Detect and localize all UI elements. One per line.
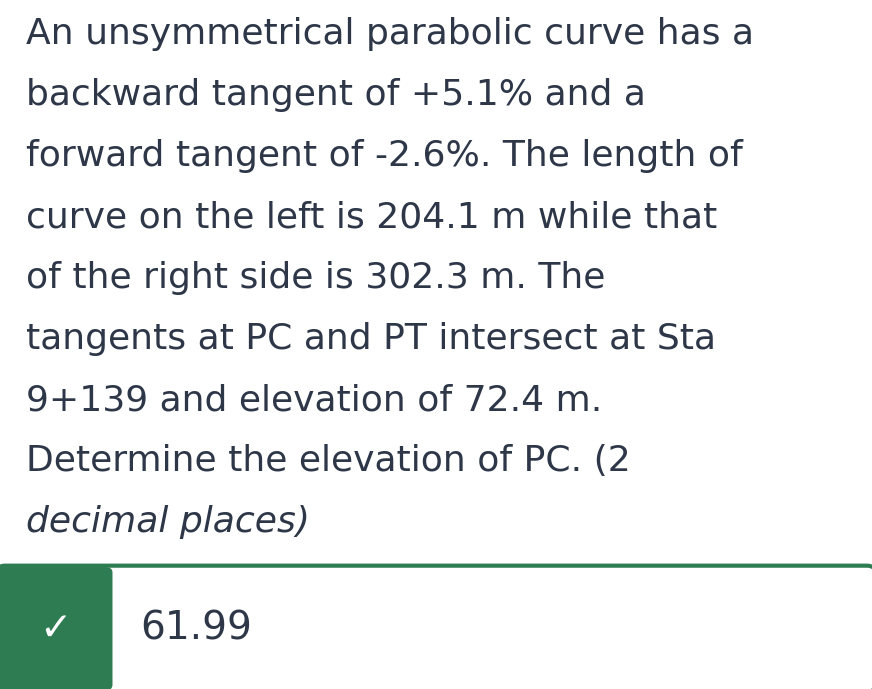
Text: of the right side is 302.3 m. The: of the right side is 302.3 m. The (26, 261, 605, 295)
Text: forward tangent of -2.6%. The length of: forward tangent of -2.6%. The length of (26, 139, 743, 173)
Text: ✓: ✓ (39, 610, 72, 648)
Text: An unsymmetrical parabolic curve has a: An unsymmetrical parabolic curve has a (26, 17, 754, 51)
Text: tangents at PC and PT intersect at Sta: tangents at PC and PT intersect at Sta (26, 322, 716, 356)
Text: Determine the elevation of PC. (2: Determine the elevation of PC. (2 (26, 444, 631, 478)
Text: curve on the left is 204.1 m while that: curve on the left is 204.1 m while that (26, 200, 718, 234)
FancyBboxPatch shape (0, 566, 872, 689)
Text: backward tangent of +5.1% and a: backward tangent of +5.1% and a (26, 79, 646, 112)
FancyBboxPatch shape (0, 567, 112, 689)
Text: 9+139 and elevation of 72.4 m.: 9+139 and elevation of 72.4 m. (26, 383, 603, 417)
Text: 61.99: 61.99 (140, 610, 252, 648)
Text: decimal places): decimal places) (26, 505, 310, 539)
